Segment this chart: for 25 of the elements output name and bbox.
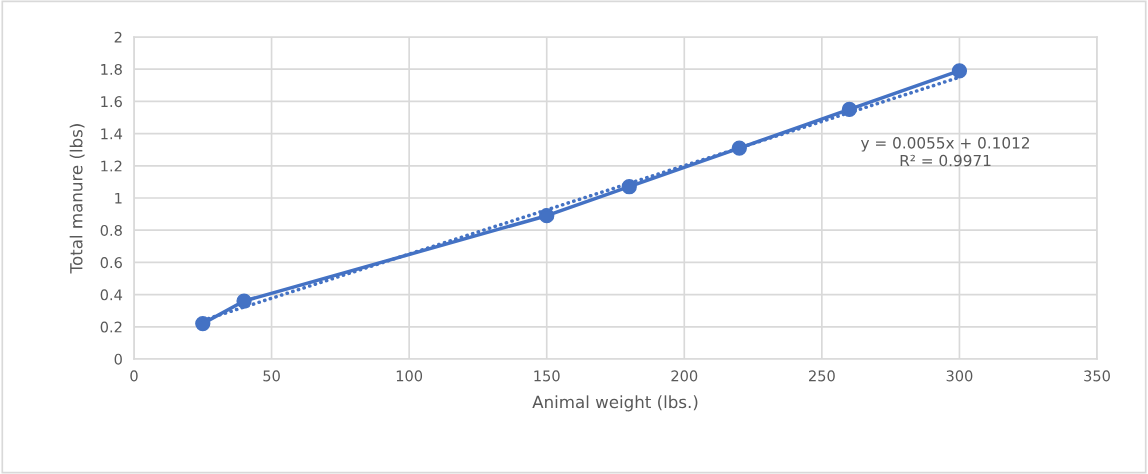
y-tick-label: 1 [115,192,122,204]
y-tick-label: 1.8 [101,63,122,75]
x-tick-label: 250 [809,370,835,382]
point [539,208,555,224]
y-axis-title: Total manure (lbs) [69,124,85,274]
x-tick-label: 100 [396,370,423,382]
y-tick-label: 0.6 [100,257,122,269]
y-tick-label: 1.2 [101,160,122,172]
annotation: y = 0.0055x + 0.1012 R² = 0.9971 [860,137,1030,167]
y-tick-label: 2 [114,31,122,43]
y-tick-label: 1.4 [101,128,123,140]
x-tick-label: 150 [534,370,560,382]
y-tick-label: 0.4 [100,289,123,301]
x-tick-label: 0 [130,370,138,382]
x-tick-label: 300 [946,370,973,382]
x-tick-label: 50 [263,370,280,382]
point [195,315,211,332]
y-tick-label: 0.8 [100,224,122,236]
x-axis-title: Animal weight (lbs.) [532,395,698,412]
x-tick-label: 200 [671,370,698,382]
x-tick-label: 350 [1084,370,1110,382]
point [951,63,968,79]
y-tick-label: 0 [114,353,122,365]
y-tick-label: 1.6 [101,96,122,108]
y-tick-label: 0.2 [100,321,122,333]
